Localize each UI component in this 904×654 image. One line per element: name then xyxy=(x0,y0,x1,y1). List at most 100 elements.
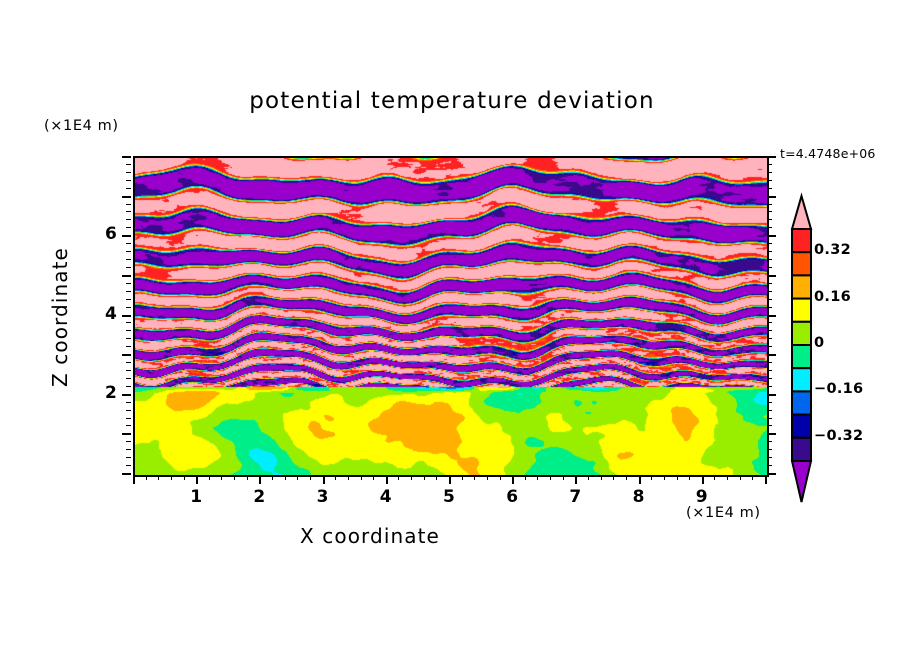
z-right-tick xyxy=(767,370,772,371)
x-major-tick xyxy=(133,475,135,484)
z-minor-tick xyxy=(126,346,131,347)
z-right-tick xyxy=(767,251,772,252)
colorbar-cap-bottom xyxy=(790,460,813,503)
z-major-tick xyxy=(122,275,131,277)
x-major-tick xyxy=(702,475,704,484)
z-right-tick xyxy=(767,235,776,237)
x-minor-tick xyxy=(221,475,222,480)
x-major-tick xyxy=(512,475,514,484)
z-minor-tick xyxy=(126,338,131,339)
x-minor-tick xyxy=(500,475,501,480)
chart-title: potential temperature deviation xyxy=(249,88,655,114)
colorbar-tick-label: −0.32 xyxy=(814,427,864,444)
colorbar-band xyxy=(791,297,812,323)
z-right-tick xyxy=(767,307,772,308)
z-major-tick xyxy=(122,315,131,317)
z-minor-tick xyxy=(126,362,131,363)
x-minor-tick xyxy=(626,475,627,480)
colorbar-tick-label: 0 xyxy=(814,335,825,351)
time-annotation: t=4.4748e+06 xyxy=(780,146,876,161)
colorbar-band xyxy=(791,251,812,277)
z-minor-tick xyxy=(126,180,131,181)
z-right-tick xyxy=(767,283,772,284)
z-minor-tick xyxy=(126,243,131,244)
x-minor-tick xyxy=(740,475,741,480)
x-minor-tick xyxy=(361,475,362,480)
z-minor-tick xyxy=(126,322,131,323)
z-right-tick xyxy=(767,267,772,268)
z-minor-tick xyxy=(126,410,131,411)
z-minor-tick xyxy=(126,449,131,450)
z-major-tick xyxy=(122,473,131,475)
z-minor-tick xyxy=(126,307,131,308)
z-right-tick xyxy=(767,346,772,347)
z-right-tick xyxy=(767,204,772,205)
x-minor-tick xyxy=(537,475,538,480)
z-minor-tick xyxy=(126,457,131,458)
x-minor-tick xyxy=(146,475,147,480)
x-minor-tick xyxy=(727,475,728,480)
x-minor-tick xyxy=(398,475,399,480)
z-right-tick xyxy=(767,386,772,387)
z-right-tick xyxy=(767,394,776,396)
z-tick-label: 6 xyxy=(105,224,117,245)
z-right-tick xyxy=(767,196,776,198)
colorbar-band xyxy=(791,274,812,300)
z-tick-label: 4 xyxy=(105,303,117,324)
colorbar-tick-label: 0.16 xyxy=(814,288,851,305)
colorbar-band xyxy=(791,367,812,393)
x-minor-tick xyxy=(272,475,273,480)
z-right-tick xyxy=(767,299,772,300)
z-minor-tick xyxy=(126,219,131,220)
z-right-tick xyxy=(767,338,772,339)
z-minor-tick xyxy=(126,164,131,165)
colorbar-tick-label: −0.16 xyxy=(814,381,864,398)
x-minor-tick xyxy=(651,475,652,480)
z-right-tick xyxy=(767,425,772,426)
z-right-tick xyxy=(767,449,772,450)
x-tick-label: 1 xyxy=(190,487,203,507)
z-right-tick xyxy=(767,402,772,403)
x-tick-label: 6 xyxy=(506,487,519,507)
z-minor-tick xyxy=(126,330,131,331)
x-tick-label: 5 xyxy=(443,487,455,507)
colorbar-band xyxy=(791,413,812,439)
z-minor-tick xyxy=(126,418,131,419)
x-major-tick xyxy=(639,475,641,484)
x-major-tick xyxy=(765,475,767,484)
z-minor-tick xyxy=(126,211,131,212)
x-axis-unit-label: (×1E4 m) xyxy=(686,505,761,521)
x-minor-tick xyxy=(348,475,349,480)
x-minor-tick xyxy=(158,475,159,480)
z-right-tick xyxy=(767,259,772,260)
z-right-tick xyxy=(767,211,772,212)
z-right-tick xyxy=(767,322,772,323)
z-right-tick xyxy=(767,243,772,244)
x-minor-tick xyxy=(171,475,172,480)
x-major-tick xyxy=(386,475,388,484)
colorbar-band xyxy=(791,390,812,416)
x-minor-tick xyxy=(424,475,425,480)
x-minor-tick xyxy=(373,475,374,480)
x-minor-tick xyxy=(209,475,210,480)
x-major-tick xyxy=(323,475,325,484)
x-minor-tick xyxy=(664,475,665,480)
z-minor-tick xyxy=(126,441,131,442)
z-right-tick xyxy=(767,354,776,356)
z-right-tick xyxy=(767,410,772,411)
z-right-tick xyxy=(767,378,772,379)
x-axis-title: X coordinate xyxy=(300,524,440,548)
z-major-tick xyxy=(122,196,131,198)
x-minor-tick xyxy=(234,475,235,480)
x-minor-tick xyxy=(588,475,589,480)
z-minor-tick xyxy=(126,378,131,379)
z-right-tick xyxy=(767,219,772,220)
x-minor-tick xyxy=(411,475,412,480)
x-minor-tick xyxy=(550,475,551,480)
colorbar-tick-label: 0.32 xyxy=(814,242,851,259)
z-minor-tick xyxy=(126,291,131,292)
z-minor-tick xyxy=(126,188,131,189)
x-major-tick xyxy=(196,475,198,484)
x-major-tick xyxy=(259,475,261,484)
